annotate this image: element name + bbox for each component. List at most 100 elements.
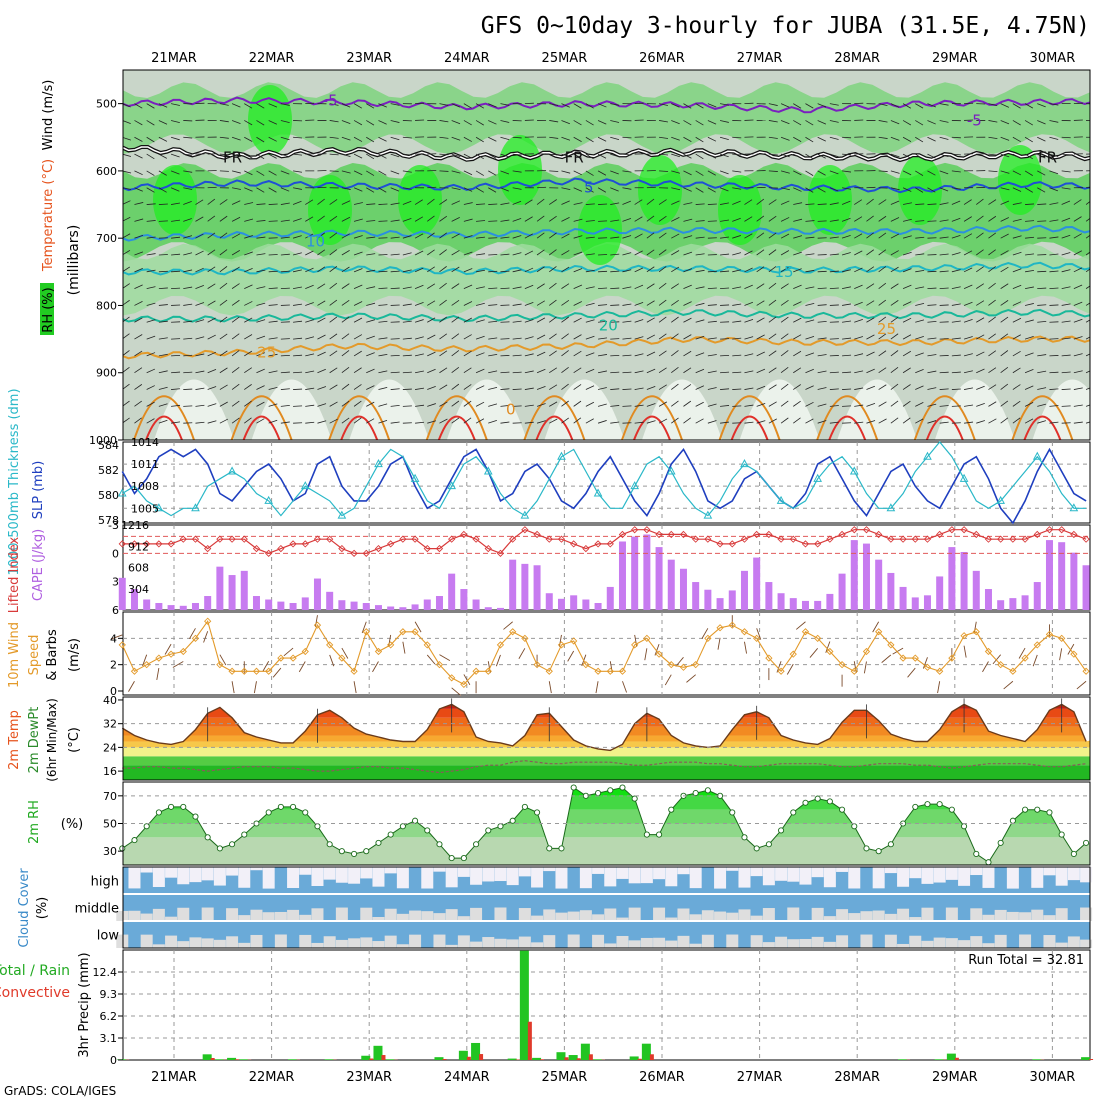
- cloud-cell: [457, 935, 470, 948]
- wind-barb: [915, 401, 924, 407]
- wind-barb: [195, 250, 204, 256]
- wind-barb: [329, 103, 339, 106]
- cloud-cell: [396, 913, 409, 921]
- cape-bar: [313, 578, 321, 610]
- cape-bar: [899, 586, 907, 610]
- wind-barb: [341, 417, 350, 424]
- wind-barb: [707, 320, 717, 323]
- cloud-cell: [1043, 867, 1056, 876]
- wind-barb: [902, 136, 912, 143]
- wind-barb: [123, 233, 131, 239]
- lifted-index-marker: [362, 549, 370, 557]
- wind-barb: [951, 234, 961, 239]
- wind-barb: [829, 103, 839, 106]
- wind-barb: [402, 235, 412, 239]
- wind-barb: [231, 120, 241, 124]
- wind-barb: [244, 268, 253, 273]
- wind-barb: [622, 337, 632, 340]
- wind-barb: [317, 232, 325, 239]
- cloud-cell: [945, 907, 958, 921]
- wind-barb: [378, 136, 387, 142]
- wind-barb: [488, 153, 497, 159]
- cloud-cell: [799, 938, 812, 948]
- wind-barb: [720, 253, 730, 256]
- wind-barb: [817, 136, 826, 142]
- tick-label: 50: [103, 818, 117, 831]
- lifted-index-marker: [1033, 530, 1041, 539]
- wind-barb: [366, 286, 376, 290]
- cloud-cell: [677, 867, 690, 875]
- thickness-marker: [776, 495, 786, 504]
- wind-barb: [268, 287, 278, 290]
- wind-barb: [341, 316, 350, 323]
- wind-barb: [976, 317, 985, 323]
- cloud-cell: [860, 934, 873, 948]
- cloud-cell: [226, 936, 239, 948]
- wind-barb: [1000, 250, 1009, 256]
- cloud-cell: [226, 908, 239, 921]
- cloud-cell: [933, 937, 946, 948]
- thickness-marker: [886, 503, 896, 512]
- wind-barb: [183, 218, 192, 222]
- wind-barb: [1012, 334, 1021, 340]
- wind-barb: [231, 350, 240, 357]
- rh-marker: [387, 831, 394, 838]
- wind-barb: [951, 337, 961, 340]
- temp-color-band: [123, 704, 1090, 709]
- wind-barb: [1073, 267, 1083, 273]
- contour-label: 5: [584, 179, 594, 197]
- date-label-top: 29MAR: [932, 51, 978, 66]
- wind-barb: [988, 170, 998, 173]
- wind-barb-10m: [298, 661, 306, 673]
- wind-barb: [902, 235, 912, 239]
- wind-barb: [219, 199, 228, 205]
- contour-label: 25: [877, 320, 896, 338]
- lifted-index-marker: [570, 540, 578, 548]
- wind-barb: [268, 403, 278, 407]
- lifted-index-marker: [130, 540, 139, 548]
- wind-barb: [744, 336, 754, 340]
- wind-barb: [915, 170, 924, 176]
- wind-barb: [353, 334, 363, 340]
- lifted-index-marker: [814, 540, 822, 548]
- wind-barb: [841, 286, 851, 290]
- wind-barb: [536, 368, 546, 374]
- wind-barb: [305, 199, 314, 205]
- wind-barb: [244, 202, 254, 205]
- cloud-cell: [274, 911, 287, 921]
- wind-speed-marker: [765, 654, 773, 662]
- cloud-cell: [872, 910, 885, 921]
- wind-barb: [561, 170, 571, 174]
- wind-barb: [841, 252, 851, 256]
- panel-frame: [122, 866, 1091, 949]
- cloud-cell: [604, 908, 617, 921]
- wind-barb: [805, 253, 815, 256]
- wind-barb: [256, 335, 266, 340]
- cloud-cell: [909, 867, 922, 879]
- wind-barb: [402, 170, 412, 173]
- wind-barb: [854, 216, 863, 222]
- wind-speed-marker: [277, 654, 285, 662]
- lifted-index-marker: [374, 544, 383, 553]
- wind-barb: [744, 319, 754, 323]
- wind-barb: [561, 400, 569, 407]
- wind-barb: [183, 337, 193, 340]
- wind-barb: [720, 287, 730, 290]
- wind-barb: [146, 236, 156, 239]
- cape-bar: [301, 597, 309, 610]
- wind-barb: [536, 283, 545, 289]
- cloud-cell: [1067, 867, 1080, 881]
- wind-barb: [1000, 333, 1009, 340]
- wind-speed-marker: [582, 661, 590, 669]
- wind-barb: [268, 120, 277, 125]
- cape-bar: [1082, 565, 1090, 610]
- lifted-index-marker: [972, 530, 980, 539]
- precip-convective-bar: [369, 1058, 374, 1060]
- wind-barb: [390, 354, 400, 357]
- wind-barb: [549, 367, 558, 374]
- wind-barb: [793, 334, 802, 340]
- precip-total-bar: [532, 1057, 542, 1060]
- wind-barb: [854, 267, 863, 273]
- wind-barb: [378, 287, 388, 290]
- wind-barb: [585, 170, 594, 176]
